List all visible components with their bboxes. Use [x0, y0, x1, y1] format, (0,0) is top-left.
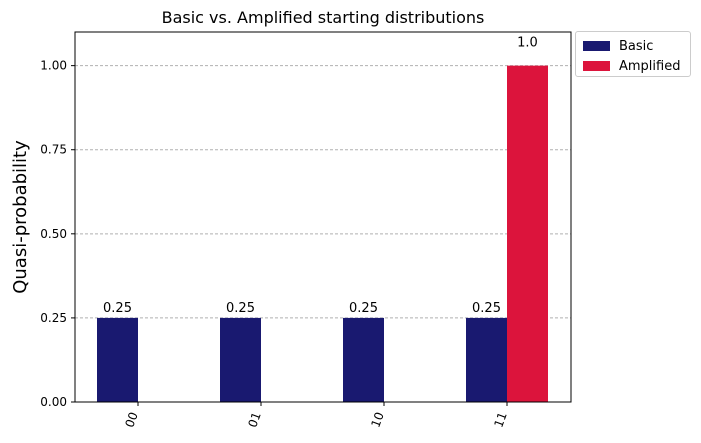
bar-amplified-11: [507, 65, 548, 403]
y-tick-label: 0.50: [40, 227, 67, 241]
x-tick-label: 10: [368, 410, 386, 429]
bar-value-label: 0.25: [103, 301, 132, 316]
legend-label-basic: Basic: [619, 38, 654, 54]
x-tick-label: 11: [491, 410, 509, 429]
gridlines: [75, 65, 571, 319]
bar-labels: 0.25 0.25 0.25 0.25 1.0: [103, 36, 538, 316]
bar-value-label: 0.25: [349, 301, 378, 316]
legend-swatch-amplified: [583, 61, 610, 71]
chart-title: Basic vs. Amplified starting distributio…: [162, 8, 485, 27]
y-axis-label: Quasi-probability: [10, 140, 31, 294]
plot-frame: [74, 31, 572, 403]
x-tick-label: 00: [122, 410, 140, 429]
legend-label-amplified: Amplified: [619, 58, 681, 74]
bar-basic-10: [343, 317, 384, 402]
legend-swatch-basic: [583, 41, 610, 51]
bar-basic-11: [466, 317, 507, 402]
x-tick-label: 01: [245, 410, 263, 429]
legend-item-amplified: Amplified: [583, 58, 680, 74]
bars: [97, 65, 548, 403]
y-tick-label: 1.00: [40, 59, 67, 73]
bar-value-label: 0.25: [472, 301, 501, 316]
bar-value-label: 0.25: [226, 301, 255, 316]
legend-item-basic: Basic: [583, 38, 653, 54]
y-tick-label: 0.25: [40, 311, 67, 325]
y-tick-label: 0.00: [40, 395, 67, 409]
bar-value-label: 1.0: [517, 36, 538, 51]
y-tick-label: 0.75: [40, 143, 67, 157]
legend: Basic Amplified: [575, 31, 691, 77]
x-axis-ticks: 00 01 10 11: [122, 402, 510, 429]
y-axis-ticks: 0.00 0.25 0.50 0.75 1.00: [40, 59, 75, 409]
bar-basic-01: [220, 317, 261, 402]
bar-basic-00: [97, 317, 138, 402]
